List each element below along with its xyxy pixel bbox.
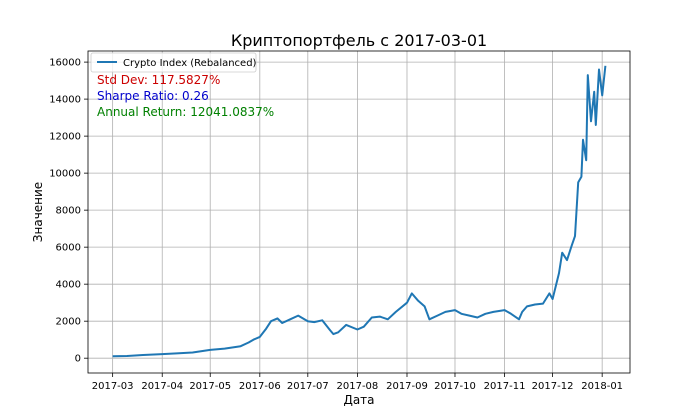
annotations: Std Dev: 117.5827% Sharpe Ratio: 0.26 An… bbox=[97, 73, 274, 119]
x-tick-label: 2018-01 bbox=[581, 381, 623, 392]
y-axis-label: Значение bbox=[31, 182, 45, 242]
y-tick-label: 4000 bbox=[56, 280, 81, 291]
y-tick-label: 14000 bbox=[49, 95, 81, 106]
plot-frame bbox=[87, 50, 631, 374]
legend-label: Crypto Index (Rebalanced) bbox=[123, 58, 257, 69]
y-tick-label: 2000 bbox=[56, 317, 81, 328]
x-tick-label: 2017-08 bbox=[337, 381, 379, 392]
sharpe-ratio-annotation: Sharpe Ratio: 0.26 bbox=[97, 89, 209, 103]
grid bbox=[88, 51, 630, 373]
y-tick-label: 10000 bbox=[49, 169, 81, 180]
y-tick-label: 16000 bbox=[49, 58, 81, 69]
x-tick-label: 2017-04 bbox=[141, 381, 183, 392]
chart-title: Криптопортфель с 2017-03-01 bbox=[231, 31, 487, 50]
x-tick-label: 2017-11 bbox=[484, 381, 526, 392]
x-axis-label: Дата bbox=[343, 393, 374, 407]
x-tick-label: 2017-10 bbox=[434, 381, 476, 392]
legend-box bbox=[90, 52, 257, 73]
x-tick-label: 2017-03 bbox=[92, 381, 134, 392]
y-tick-label: 12000 bbox=[49, 132, 81, 143]
x-tick-label: 2017-09 bbox=[386, 381, 428, 392]
std-dev-annotation: Std Dev: 117.5827% bbox=[97, 73, 220, 87]
y-tick-label: 6000 bbox=[56, 243, 81, 254]
ticks: 2017-03 2017-04 2017-05 2017-06 2017-07 2017-… bbox=[49, 58, 623, 392]
y-tick-label: 0 bbox=[75, 354, 81, 365]
x-tick-label: 2017-07 bbox=[287, 381, 329, 392]
series-layer bbox=[112, 65, 607, 358]
annual-return-annotation: Annual Return: 12041.0837% bbox=[97, 105, 274, 119]
x-tick-label: 2017-12 bbox=[532, 381, 574, 392]
y-tick-label: 8000 bbox=[56, 206, 81, 217]
x-tick-label: 2017-05 bbox=[189, 381, 231, 392]
legend: Crypto Index (Rebalanced) bbox=[90, 52, 257, 73]
series-line bbox=[112, 65, 607, 358]
x-tick-label: 2017-06 bbox=[239, 381, 281, 392]
